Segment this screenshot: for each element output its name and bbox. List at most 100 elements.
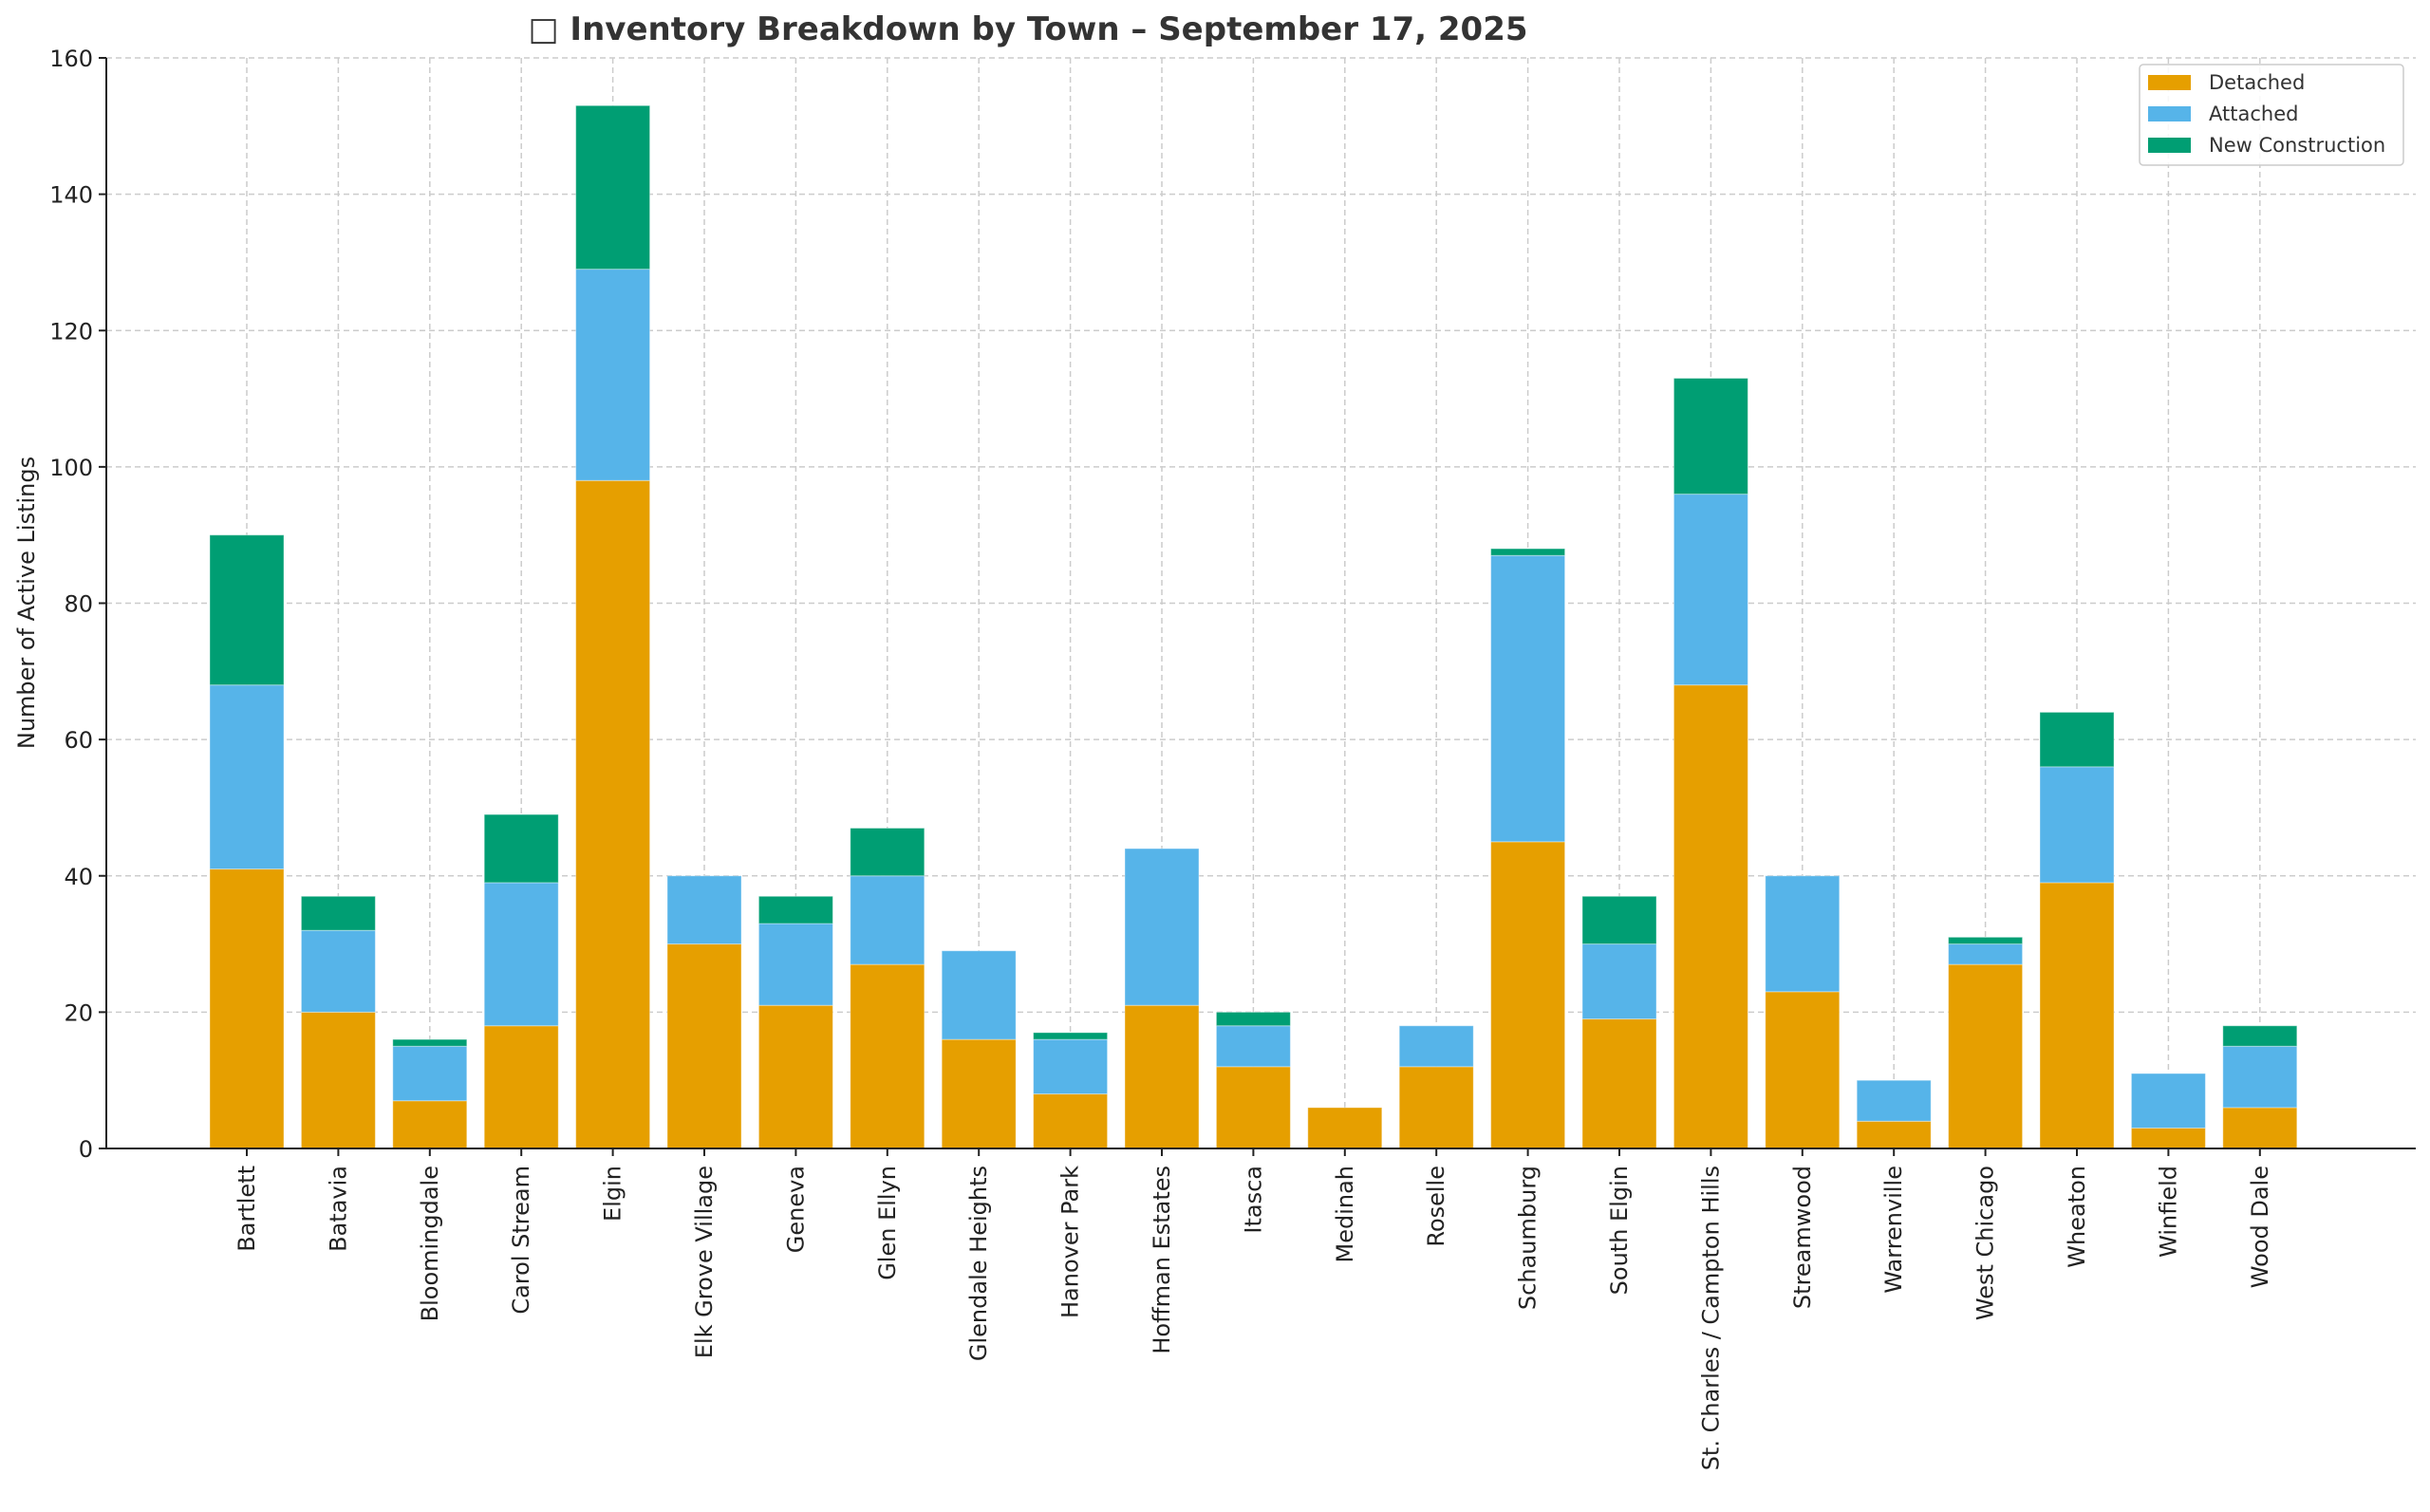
x-tick-label: West Chicago [1972, 1166, 1999, 1320]
bar-segment-detached [1033, 1093, 1109, 1149]
bar-segment-detached [1856, 1120, 1932, 1149]
x-tick-label: Wood Dale [2247, 1166, 2273, 1288]
x-tick-label: Glen Ellyn [874, 1166, 901, 1280]
bar-segment-attached [1124, 848, 1200, 1006]
bar-segment-detached [575, 479, 651, 1149]
y-tick-label: 120 [49, 318, 93, 345]
bar-stack [2039, 711, 2115, 1149]
bar-stack [209, 534, 285, 1149]
bar-stack [1490, 548, 1566, 1149]
y-tick-label: 80 [64, 591, 93, 618]
bar-segment-attached [300, 929, 376, 1013]
legend-frame [2139, 64, 2404, 166]
x-tick-label: Elgin [600, 1166, 626, 1222]
y-tick-label: 0 [79, 1136, 93, 1163]
bar-segment-attached [1398, 1025, 1474, 1068]
x-tick-label: Warrenville [1880, 1166, 1907, 1294]
bar-segment-attached [2130, 1073, 2206, 1129]
bar-segment-new-construction [2222, 1025, 2298, 1047]
bar-segment-attached [1033, 1038, 1109, 1095]
bar-segment-attached [1948, 943, 2024, 965]
bar-segment-detached [1948, 963, 2024, 1149]
x-tick-label: Bartlett [234, 1166, 260, 1252]
bar-segment-detached [1398, 1066, 1474, 1149]
y-tick-label: 20 [64, 999, 93, 1026]
x-tick-label: Geneva [782, 1166, 809, 1253]
bar-segment-detached [2130, 1127, 2206, 1149]
x-tick-label: South Elgin [1606, 1166, 1633, 1295]
bar-segment-new-construction [1215, 1011, 1291, 1027]
x-tick-label: Glendale Heights [965, 1166, 992, 1361]
bar-segment-new-construction [757, 895, 833, 924]
bar-segment-attached [850, 875, 925, 965]
bar-stack [941, 950, 1017, 1149]
bar-stack [392, 1038, 468, 1149]
bar-stack [1765, 875, 1841, 1149]
bar-stack [1124, 848, 1200, 1149]
bar-segment-detached [209, 868, 285, 1149]
bar-segment-new-construction [575, 104, 651, 271]
bar-segment-detached [1673, 684, 1748, 1149]
bar-segment-attached [757, 923, 833, 1006]
bar-stack [1948, 936, 2024, 1149]
bar-segment-attached [1673, 494, 1748, 686]
y-tick-label: 140 [49, 182, 93, 209]
bar-segment-detached [1307, 1107, 1383, 1149]
bar-segment-new-construction [1581, 895, 1657, 945]
y-axis-label: Number of Active Listings [13, 457, 40, 749]
bars [209, 104, 2298, 1149]
bar-stack [1581, 895, 1657, 1149]
legend-swatch [2148, 138, 2191, 153]
bar-segment-attached [1856, 1079, 1932, 1122]
bar-segment-attached [666, 875, 742, 945]
bar-stack [300, 895, 376, 1149]
bar-segment-attached [1215, 1025, 1291, 1068]
bar-segment-attached [2039, 766, 2115, 884]
x-tick-label: Medinah [1332, 1166, 1358, 1263]
bar-segment-new-construction [209, 534, 285, 686]
bar-segment-attached [392, 1045, 468, 1102]
bar-segment-detached [1490, 841, 1566, 1149]
bar-segment-detached [300, 1011, 376, 1149]
bar-stack [483, 813, 559, 1149]
bar-segment-detached [483, 1025, 559, 1149]
x-tick-label: Batavia [325, 1166, 351, 1252]
chart-title: □ Inventory Breakdown by Town – Septembe… [528, 10, 1527, 48]
bar-stack [1398, 1025, 1474, 1149]
bar-stack [1033, 1032, 1109, 1149]
bar-stack [757, 895, 833, 1149]
bar-stack [575, 104, 651, 1149]
legend: Detached Attached New Construction [2139, 64, 2404, 166]
bar-segment-attached [1581, 943, 1657, 1020]
bar-segment-detached [757, 1004, 833, 1149]
bar-stack [1673, 378, 1748, 1149]
bar-segment-new-construction [392, 1038, 468, 1047]
x-tick-label: St. Charles / Campton Hills [1697, 1166, 1724, 1470]
bar-segment-attached [575, 269, 651, 481]
bar-stack [1215, 1011, 1291, 1149]
y-tick-label: 40 [64, 864, 93, 890]
bar-segment-detached [666, 943, 742, 1149]
bar-segment-new-construction [2039, 711, 2115, 768]
bar-segment-detached [1765, 991, 1841, 1149]
x-tick-label: Bloomingdale [417, 1166, 443, 1321]
bar-segment-new-construction [1673, 378, 1748, 495]
bar-segment-attached [941, 950, 1017, 1040]
bar-stack [666, 875, 742, 1149]
bar-stack [1307, 1107, 1383, 1149]
x-tick-label: Wheaton [2064, 1166, 2090, 1268]
legend-label: Detached [2209, 71, 2305, 94]
y-tick-label: 100 [49, 455, 93, 481]
bar-segment-attached [1765, 875, 1841, 993]
bar-segment-detached [2222, 1107, 2298, 1149]
bar-stack [850, 827, 925, 1149]
legend-swatch [2148, 75, 2191, 90]
bar-segment-detached [1215, 1066, 1291, 1149]
bar-stack [1856, 1079, 1932, 1149]
y-ticks: 0 20 40 60 80 100 120 140 160 [49, 46, 106, 1163]
x-tick-label: Roselle [1423, 1166, 1449, 1247]
legend-label: Attached [2209, 103, 2298, 125]
bar-segment-detached [1124, 1004, 1200, 1149]
x-tick-label: Schaumburg [1515, 1166, 1542, 1310]
